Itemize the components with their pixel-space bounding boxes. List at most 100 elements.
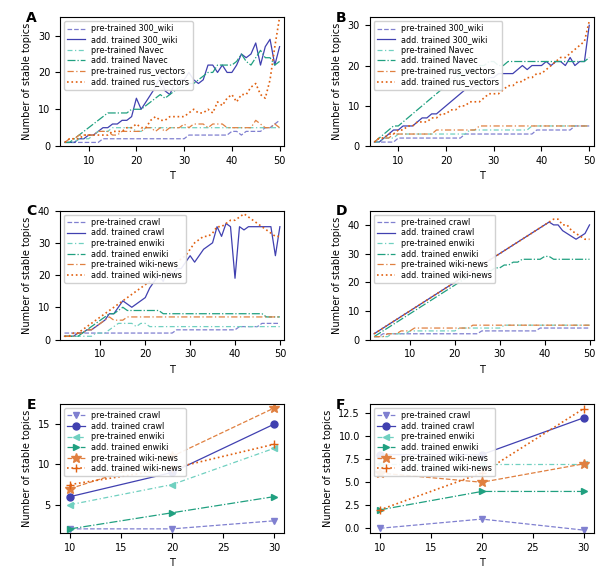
pre-trained Navec <box>95 128 102 135</box>
add. trained enwiki <box>263 313 270 320</box>
pre-trained Navec <box>490 127 497 134</box>
add. trained wiki-news <box>451 278 458 285</box>
pre-trained Navec <box>66 139 73 146</box>
add. trained wiki-news <box>70 329 77 336</box>
Y-axis label: Number of stable topics: Number of stable topics <box>22 23 32 140</box>
add. trained Navec <box>376 135 383 142</box>
pre-trained Navec <box>566 123 574 129</box>
add. trained crawl <box>433 290 440 297</box>
add. trained enwiki <box>438 290 445 297</box>
add. trained crawl <box>527 230 535 237</box>
Line: pre-trained rus_vectors: pre-trained rus_vectors <box>65 120 280 143</box>
add. trained rus_vectors <box>457 103 464 109</box>
add. trained enwiki <box>74 333 82 340</box>
add. trained rus_vectors <box>395 127 402 134</box>
add. trained crawl <box>200 246 207 253</box>
Line: pre-trained wiki-news: pre-trained wiki-news <box>65 403 279 493</box>
add. trained enwiki <box>429 296 436 303</box>
pre-trained crawl <box>577 324 584 331</box>
add. trained crawl <box>568 233 575 240</box>
pre-trained crawl <box>196 327 203 333</box>
add. trained Navec <box>509 58 517 65</box>
add. trained rus_vectors <box>85 132 92 139</box>
pre-trained rus_vectors <box>109 132 116 139</box>
pre-trained 300_wiki <box>547 127 554 134</box>
add. trained rus_vectors <box>562 54 569 61</box>
pre-trained wiki-news <box>375 333 382 340</box>
pre-trained enwiki <box>586 322 593 329</box>
pre-trained crawl <box>205 327 212 333</box>
pre-trained enwiki <box>191 323 198 330</box>
pre-trained enwiki <box>155 323 163 330</box>
add. trained crawl <box>550 221 557 228</box>
pre-trained crawl <box>550 324 557 331</box>
Line: add. trained crawl: add. trained crawl <box>64 223 280 336</box>
pre-trained enwiki <box>568 322 575 329</box>
add. trained rus_vectors <box>271 43 278 50</box>
pre-trained rus_vectors <box>380 135 388 142</box>
add. trained wiki-news <box>505 244 512 251</box>
add. trained rus_vectors <box>495 91 502 97</box>
pre-trained wiki-news <box>151 313 158 320</box>
add. trained 300_wiki <box>490 74 497 81</box>
add. trained enwiki <box>106 311 113 317</box>
add. trained crawl <box>160 278 167 285</box>
add. trained Navec <box>257 47 264 54</box>
add. trained Navec <box>437 87 445 93</box>
pre-trained 300_wiki <box>505 131 512 138</box>
add. trained crawl <box>271 421 278 427</box>
pre-trained rus_vectors <box>195 120 202 127</box>
add. trained wiki-news <box>106 307 113 314</box>
pre-trained enwiki <box>478 324 485 331</box>
add. trained Navec <box>195 76 202 83</box>
add. trained crawl <box>65 333 73 340</box>
pre-trained enwiki <box>375 333 382 340</box>
add. trained enwiki <box>160 311 167 317</box>
pre-trained rus_vectors <box>161 128 169 135</box>
pre-trained crawl <box>532 328 539 335</box>
pre-trained 300_wiki <box>557 127 564 134</box>
pre-trained enwiki <box>268 323 275 330</box>
add. trained enwiki <box>169 311 176 317</box>
pre-trained enwiki <box>263 323 270 330</box>
pre-trained rus_vectors <box>142 124 149 131</box>
pre-trained Navec <box>495 127 502 134</box>
add. trained rus_vectors <box>419 119 426 125</box>
add. trained crawl <box>178 265 185 272</box>
pre-trained enwiki <box>205 323 212 330</box>
add. trained 300_wiki <box>433 111 440 117</box>
pre-trained 300_wiki <box>380 139 388 146</box>
pre-trained wiki-news <box>79 329 86 336</box>
pre-trained crawl <box>88 329 95 336</box>
pre-trained Navec <box>266 124 274 131</box>
add. trained rus_vectors <box>80 132 88 139</box>
pre-trained enwiki <box>115 320 122 327</box>
pre-trained rus_vectors <box>485 123 493 129</box>
add. trained wiki-news <box>478 261 485 268</box>
pre-trained 300_wiki <box>519 131 526 138</box>
add. trained enwiki <box>254 311 261 317</box>
add. trained wiki-news <box>223 220 230 227</box>
pre-trained crawl <box>514 328 521 335</box>
pre-trained crawl <box>115 329 122 336</box>
add. trained rus_vectors <box>133 120 140 127</box>
add. trained wiki-news <box>514 238 521 245</box>
Line: pre-trained crawl: pre-trained crawl <box>64 323 280 333</box>
pre-trained wiki-news <box>263 313 270 320</box>
add. trained rus_vectors <box>157 117 164 124</box>
add. trained Navec <box>547 58 554 65</box>
add. trained enwiki <box>384 324 391 331</box>
add. trained 300_wiki <box>276 43 283 50</box>
add. trained enwiki <box>460 276 467 282</box>
add. trained 300_wiki <box>552 58 559 65</box>
add. trained 300_wiki <box>414 119 421 125</box>
pre-trained crawl <box>505 328 512 335</box>
pre-trained crawl <box>83 329 91 336</box>
pre-trained 300_wiki <box>266 124 274 131</box>
add. trained 300_wiki <box>200 76 207 83</box>
pre-trained wiki-news <box>411 324 418 331</box>
add. trained Navec <box>481 62 488 69</box>
pre-trained crawl <box>97 329 104 336</box>
pre-trained crawl <box>371 333 378 340</box>
add. trained Navec <box>404 115 412 121</box>
